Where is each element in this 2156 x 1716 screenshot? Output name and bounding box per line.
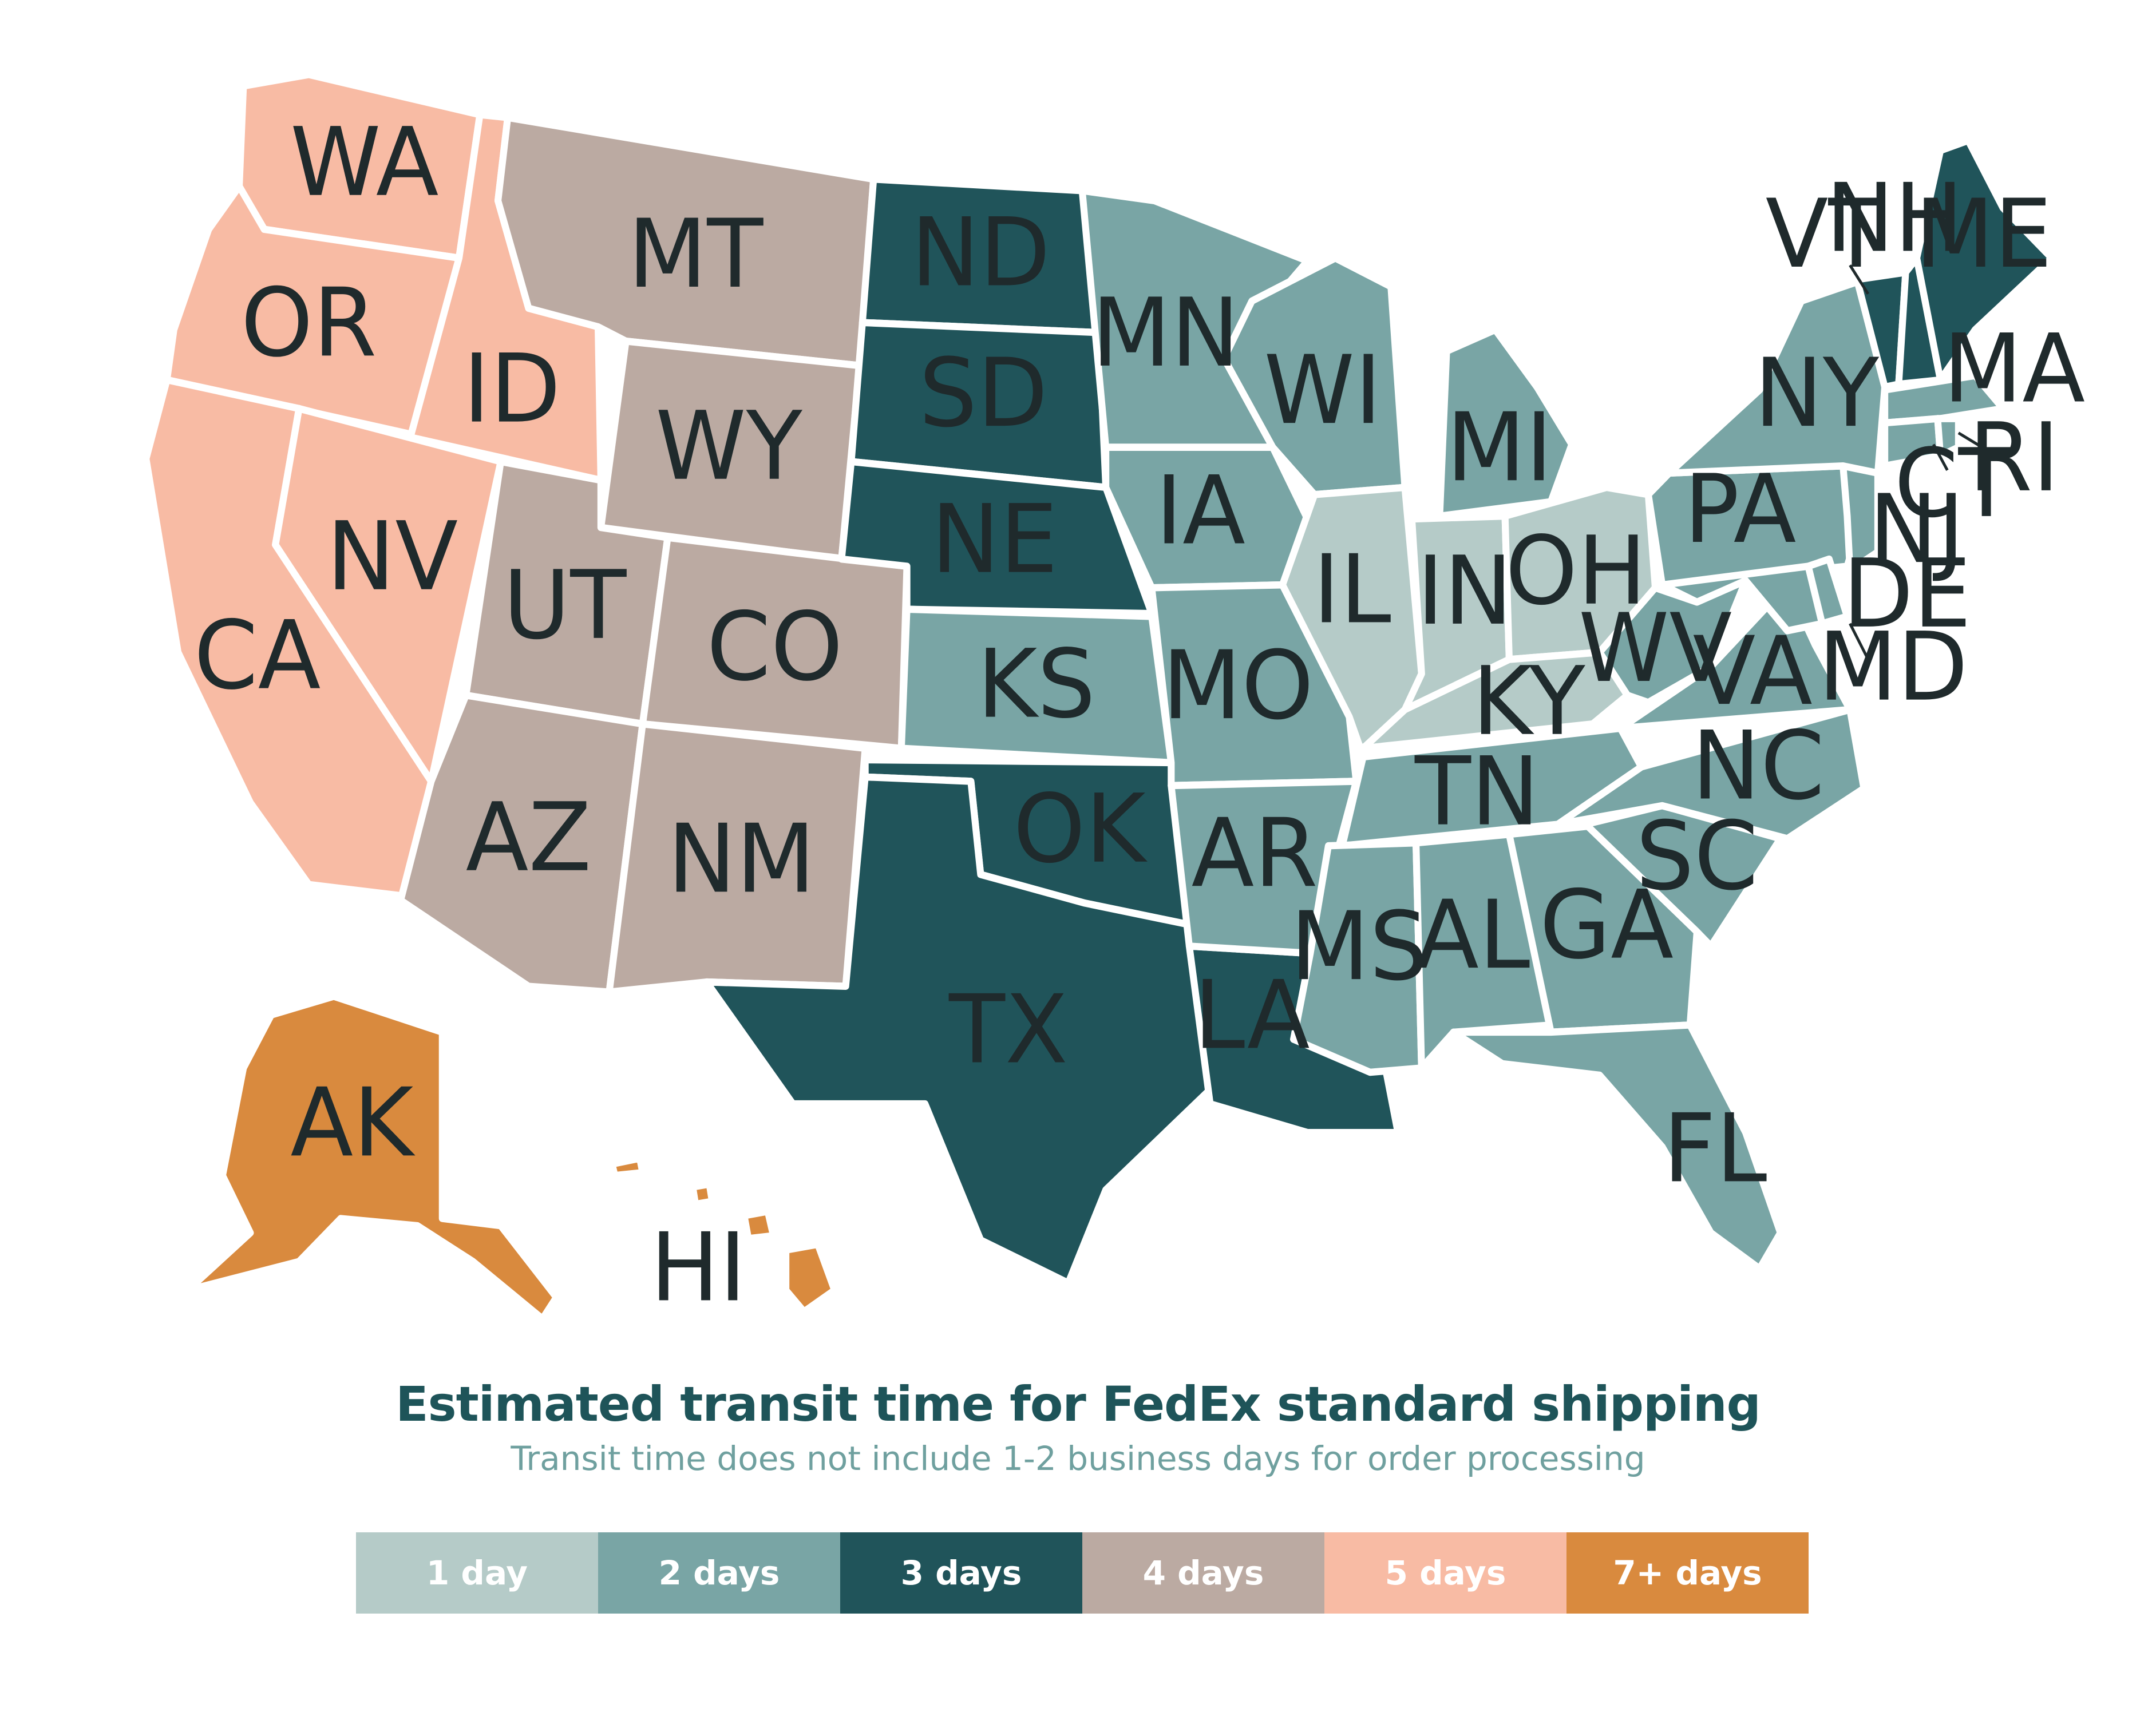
map-title: Estimated transit time for FedEx standar… bbox=[395, 1376, 1761, 1432]
state-label-ms: MS bbox=[1290, 892, 1427, 1002]
legend-label: 3 days bbox=[900, 1553, 1022, 1592]
callout-line-vt bbox=[1849, 264, 1869, 295]
legend-item-5-days: 5 days bbox=[1324, 1532, 1566, 1614]
state-label-wv: WV bbox=[1579, 594, 1732, 704]
state-label-wy: WY bbox=[655, 392, 802, 502]
state-label-pa: PA bbox=[1684, 455, 1796, 565]
state-label-nc: NC bbox=[1692, 711, 1825, 821]
legend-label: 7+ days bbox=[1613, 1553, 1762, 1592]
state-label-ga: GA bbox=[1540, 870, 1674, 980]
state-label-ct: CT bbox=[1894, 429, 2015, 539]
state-shapes bbox=[143, 71, 2055, 1323]
state-label-or: OR bbox=[241, 268, 377, 378]
legend-label: 4 days bbox=[1142, 1553, 1264, 1592]
legend-item-3-days: 3 days bbox=[840, 1532, 1082, 1614]
state-labels: WA OR CA NV ID MT WY UT CO AZ NM ND SD N… bbox=[194, 108, 2085, 1323]
state-label-ca: CA bbox=[194, 601, 321, 711]
state-label-al: AL bbox=[1416, 881, 1530, 990]
legend-label: 1 day bbox=[426, 1553, 528, 1592]
state-label-wi: WI bbox=[1264, 336, 1382, 446]
map-subtitle: Transit time does not include 1-2 busine… bbox=[511, 1439, 1645, 1478]
state-wv[interactable] bbox=[1596, 577, 1750, 706]
state-de[interactable] bbox=[1805, 555, 1851, 628]
state-label-ut: UT bbox=[503, 551, 627, 661]
state-label-az: AZ bbox=[466, 783, 592, 893]
state-label-mo: MO bbox=[1162, 631, 1314, 741]
state-ak[interactable] bbox=[184, 992, 560, 1323]
state-label-sd: SD bbox=[919, 339, 1048, 449]
state-nc[interactable] bbox=[1554, 706, 1868, 842]
state-label-wa: WA bbox=[290, 108, 439, 217]
state-label-nv: NV bbox=[327, 502, 458, 612]
state-label-sc: SC bbox=[1636, 802, 1758, 911]
state-label-co: CO bbox=[707, 592, 843, 702]
state-ri[interactable] bbox=[1934, 415, 1962, 459]
state-label-ia: IA bbox=[1156, 456, 1245, 566]
state-label-ny: NY bbox=[1754, 339, 1879, 449]
callout-lines bbox=[1849, 264, 1983, 657]
state-fl[interactable] bbox=[1450, 1021, 1784, 1273]
state-label-id: ID bbox=[463, 334, 561, 444]
state-label-vt: VT bbox=[1766, 180, 1885, 290]
callout-line-ct bbox=[1932, 443, 1949, 471]
state-label-ar: AR bbox=[1192, 799, 1318, 909]
state-label-nj: NJ bbox=[1869, 475, 1964, 585]
state-me[interactable] bbox=[1913, 137, 2055, 384]
state-label-ne: NE bbox=[931, 485, 1058, 595]
legend-item-1-day: 1 day bbox=[356, 1532, 598, 1614]
state-label-tx: TX bbox=[948, 975, 1068, 1085]
state-label-de: DE bbox=[1843, 540, 1972, 649]
state-label-ks: KS bbox=[977, 629, 1095, 739]
state-hi[interactable] bbox=[608, 1155, 838, 1315]
state-label-il: IL bbox=[1313, 535, 1391, 645]
state-label-tn: TN bbox=[1414, 737, 1540, 847]
us-transit-map: WA OR CA NV ID MT WY UT CO AZ NM ND SD N… bbox=[143, 71, 2086, 1323]
state-label-nh: NH bbox=[1826, 164, 1964, 274]
state-label-hi: HI bbox=[650, 1213, 746, 1323]
state-ma[interactable] bbox=[1881, 372, 2007, 427]
legend-item-2-days: 2 days bbox=[598, 1532, 840, 1614]
state-tx[interactable] bbox=[703, 773, 1214, 1287]
state-label-in: IN bbox=[1417, 537, 1512, 647]
state-label-ak: AK bbox=[290, 1068, 416, 1178]
state-label-ok: OK bbox=[1013, 774, 1148, 884]
callout-line-md bbox=[1849, 623, 1868, 657]
state-label-mi: MI bbox=[1446, 393, 1553, 503]
state-label-nd: ND bbox=[911, 198, 1050, 308]
state-label-oh: OH bbox=[1505, 516, 1647, 626]
state-label-md: MD bbox=[1818, 612, 1968, 722]
legend-item-7-plus-days: 7+ days bbox=[1566, 1532, 1809, 1614]
state-label-mt: MT bbox=[628, 200, 763, 310]
state-label-ri: RI bbox=[1969, 403, 2060, 513]
legend: 1 day 2 days 3 days 4 days 5 days 7+ day… bbox=[356, 1532, 1809, 1614]
state-label-mn: MN bbox=[1091, 279, 1239, 389]
state-label-fl: FL bbox=[1663, 1094, 1767, 1204]
legend-label: 5 days bbox=[1384, 1553, 1506, 1592]
state-label-la: LA bbox=[1194, 961, 1310, 1071]
state-label-me: ME bbox=[1915, 180, 2052, 290]
callout-line-ri bbox=[1957, 431, 1983, 449]
state-label-nm: NM bbox=[667, 805, 815, 914]
state-label-va: VA bbox=[1693, 617, 1813, 727]
state-label-ma: MA bbox=[1943, 314, 2085, 424]
legend-item-4-days: 4 days bbox=[1082, 1532, 1324, 1614]
legend-label: 2 days bbox=[658, 1553, 780, 1592]
state-label-ky: KY bbox=[1472, 647, 1585, 756]
